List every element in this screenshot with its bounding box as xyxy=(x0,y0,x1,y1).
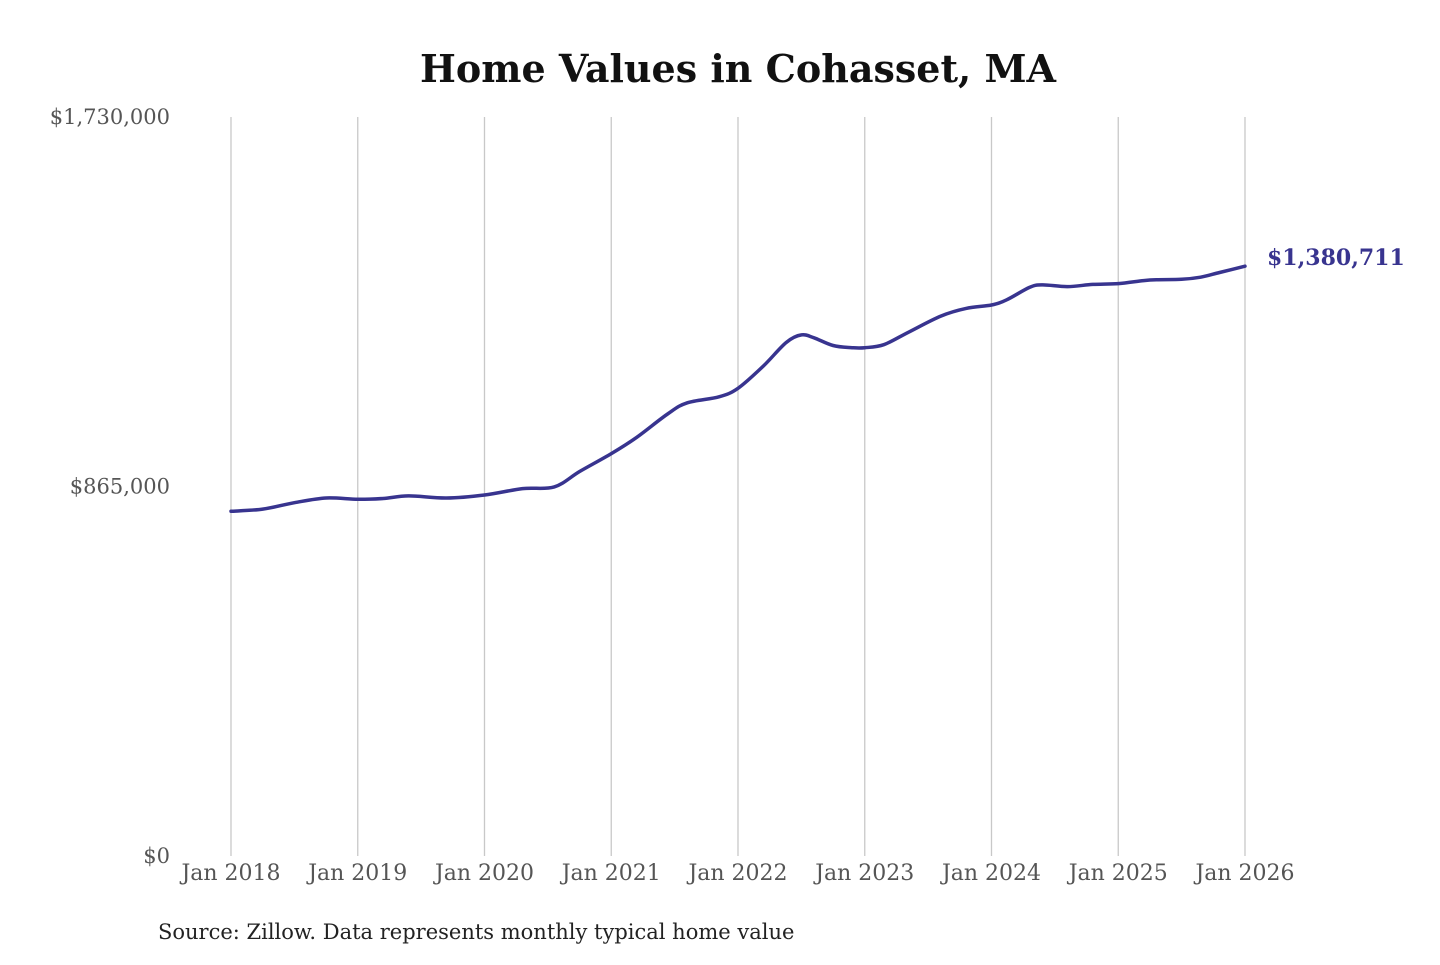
x-tick-label: Jan 2021 xyxy=(560,861,661,886)
x-tick-label: Jan 2024 xyxy=(940,861,1041,886)
gridlines xyxy=(230,117,1246,856)
series-layer xyxy=(229,264,1247,514)
x-tick-label: Jan 2026 xyxy=(1193,861,1294,886)
x-tick-label: Jan 2020 xyxy=(433,861,534,886)
x-tick-label: Jan 2022 xyxy=(686,861,787,886)
y-tick-label: $865,000 xyxy=(70,475,170,499)
y-tick-label: $0 xyxy=(143,844,170,868)
y-tick-label: $1,730,000 xyxy=(50,105,170,129)
home-value-line xyxy=(229,264,1247,514)
x-tick-label: Jan 2018 xyxy=(179,861,280,886)
source-note: Source: Zillow. Data represents monthly … xyxy=(158,920,794,944)
x-axis-ticks: Jan 2018 Jan 2019 Jan 2020 Jan 2021 Jan 2022… xyxy=(179,861,1294,886)
x-tick-label: Jan 2019 xyxy=(306,861,407,886)
chart-title: Home Values in Cohasset, MA xyxy=(420,46,1057,91)
end-value-label: $1,380,711 xyxy=(1267,245,1405,271)
y-axis-ticks: $0 $865,000 $1,730,000 xyxy=(50,105,170,868)
x-tick-label: Jan 2023 xyxy=(813,861,914,886)
x-tick-label: Jan 2025 xyxy=(1067,861,1168,886)
